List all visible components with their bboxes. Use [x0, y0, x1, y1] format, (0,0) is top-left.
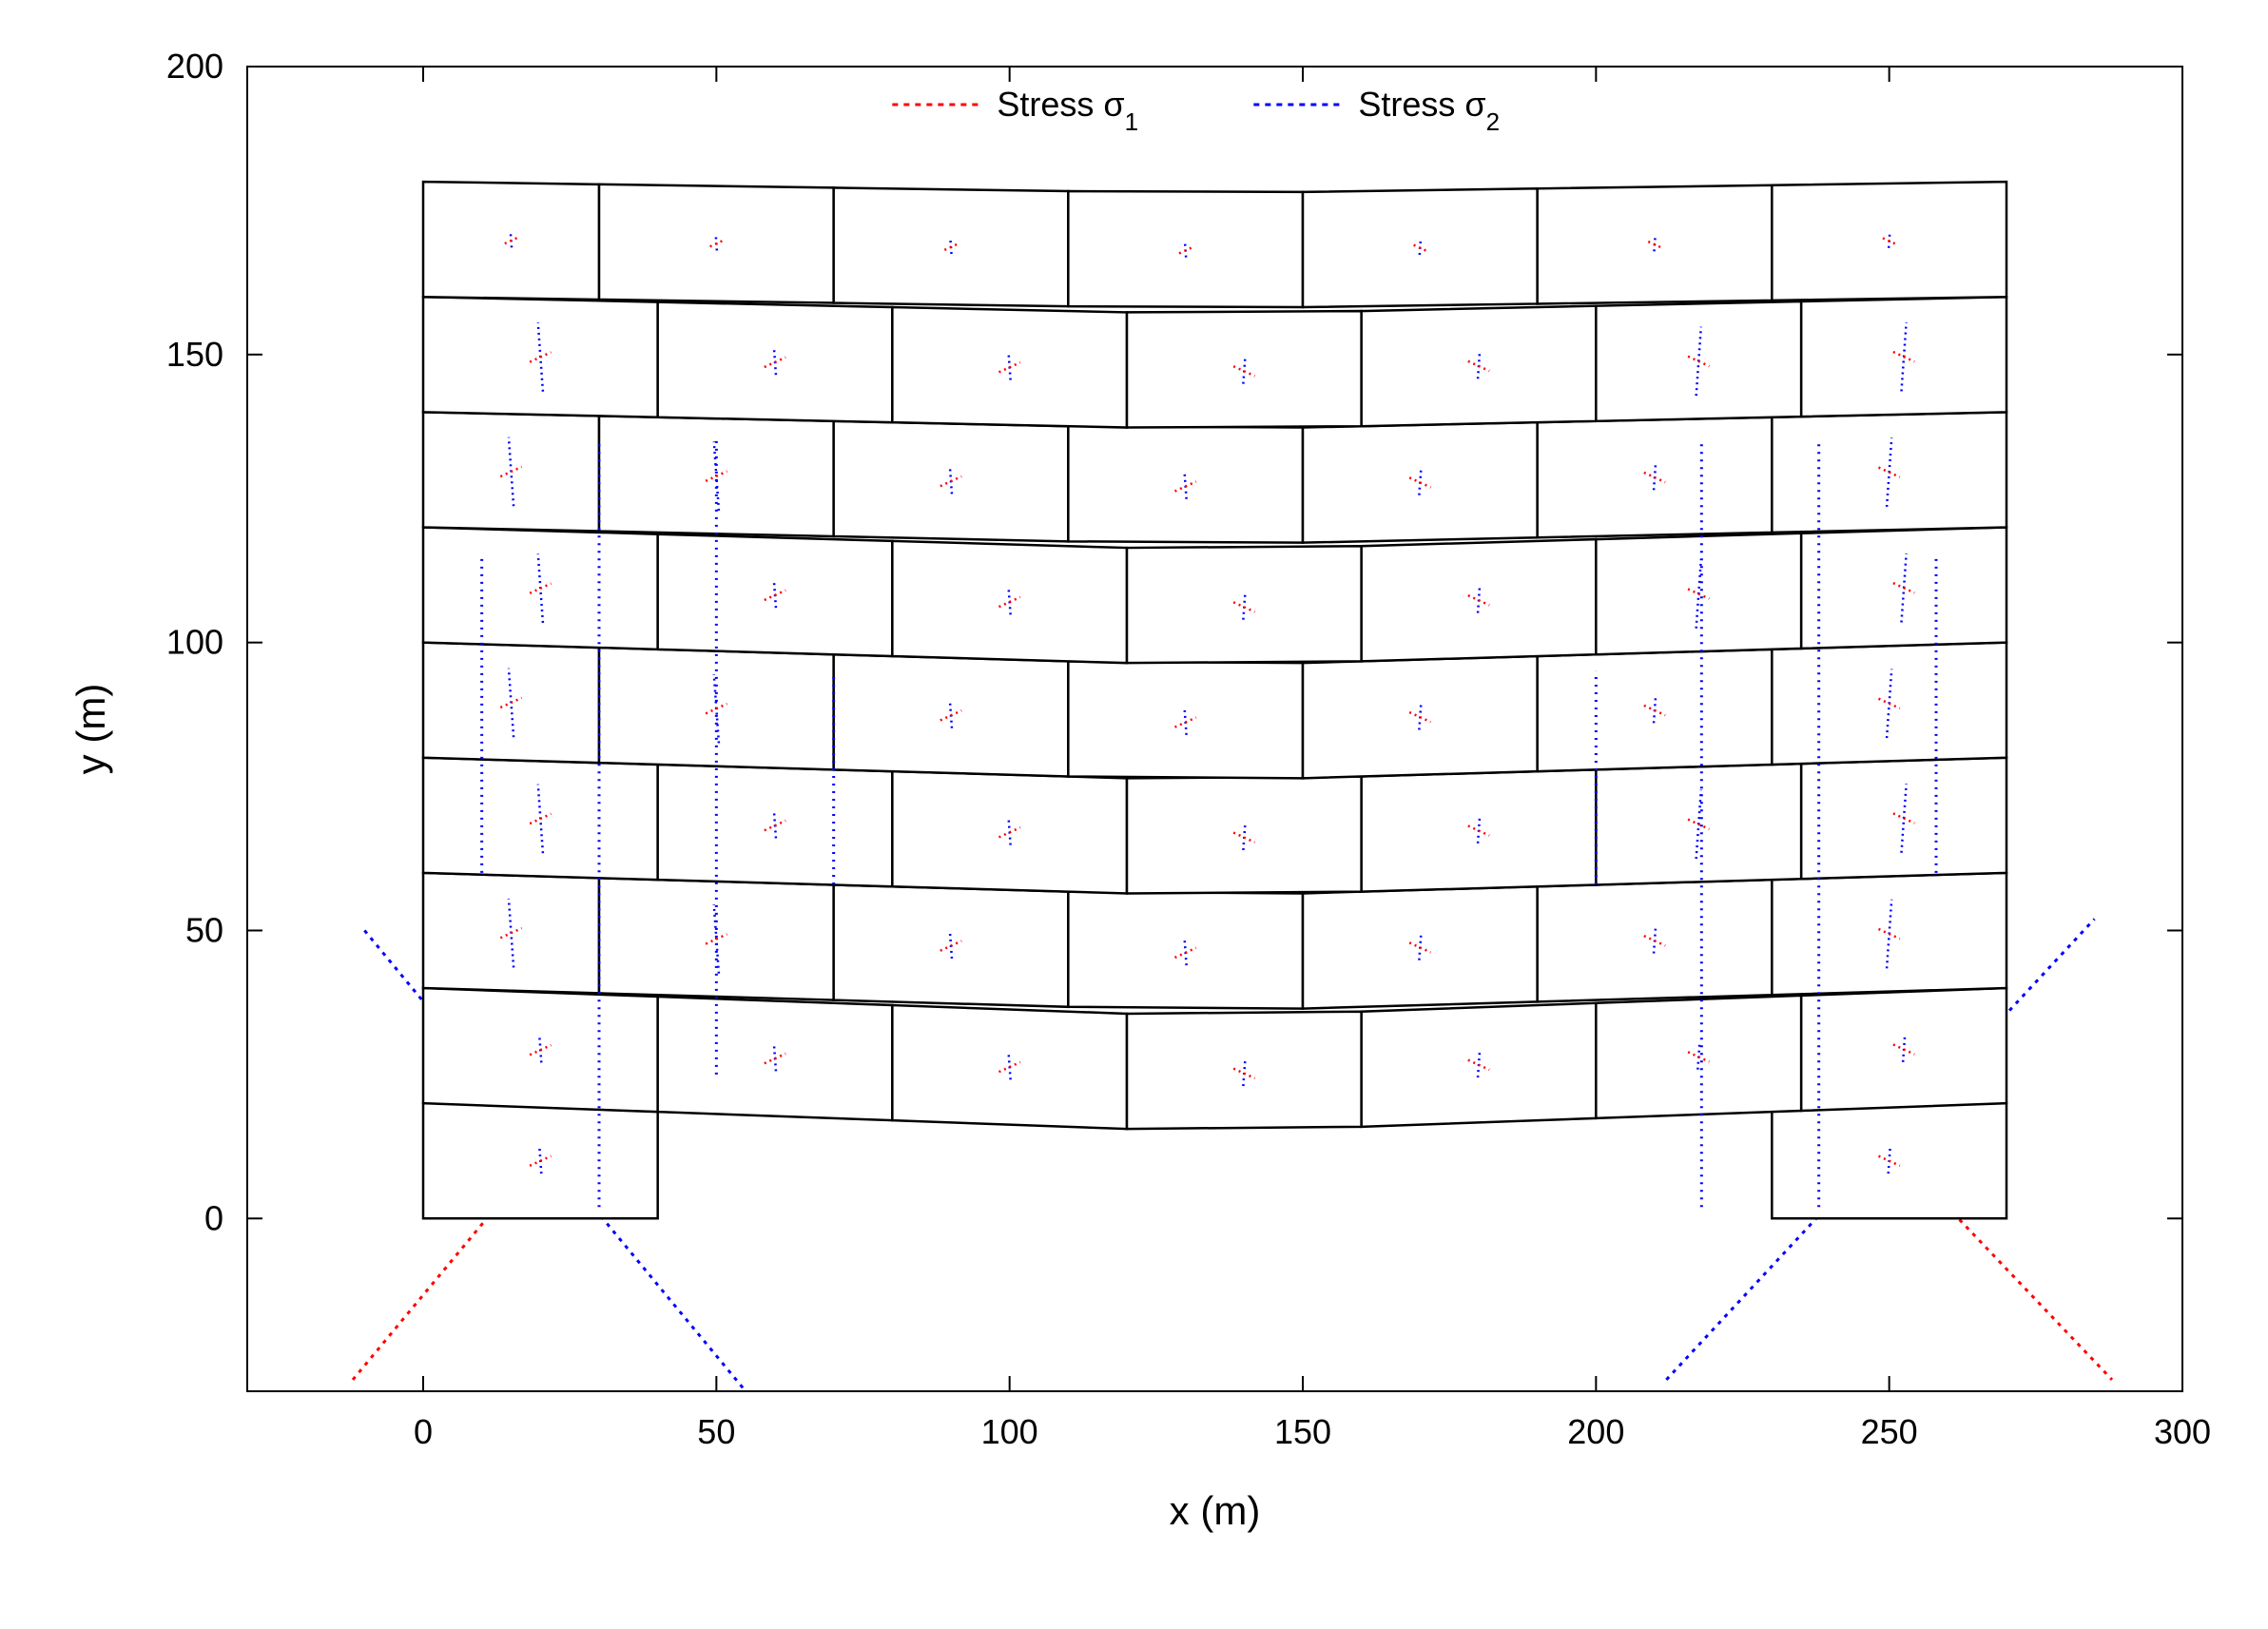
- block: [1068, 661, 1303, 778]
- block: [1127, 777, 1362, 894]
- block: [1127, 1012, 1362, 1129]
- y-tick-label: 150: [166, 335, 223, 374]
- x-tick-label: 300: [2154, 1412, 2211, 1451]
- block: [1127, 311, 1362, 427]
- y-tick-label: 100: [166, 623, 223, 662]
- stress-block-chart: 0 50 100 150 200 250 300 0 50 100 150 200 x (m) y (m)…: [0, 0, 2268, 1629]
- block: [1068, 426, 1303, 542]
- block: [1068, 892, 1303, 1009]
- y-axis-label: y (m): [68, 684, 113, 775]
- x-axis-label: x (m): [1170, 1488, 1261, 1533]
- x-tick-label: 50: [697, 1412, 735, 1451]
- block: [1127, 546, 1362, 663]
- x-tick-label: 250: [1861, 1412, 1918, 1451]
- y-tick-label: 0: [204, 1198, 223, 1237]
- legend-label: Stress σ2: [1358, 85, 1500, 136]
- y-tick-label: 50: [185, 910, 223, 949]
- x-tick-label: 0: [414, 1412, 433, 1451]
- x-tick-label: 200: [1567, 1412, 1624, 1451]
- y-tick-label: 200: [166, 47, 223, 86]
- legend-label: Stress σ1: [997, 85, 1138, 136]
- x-tick-label: 100: [981, 1412, 1038, 1451]
- x-tick-label: 150: [1274, 1412, 1331, 1451]
